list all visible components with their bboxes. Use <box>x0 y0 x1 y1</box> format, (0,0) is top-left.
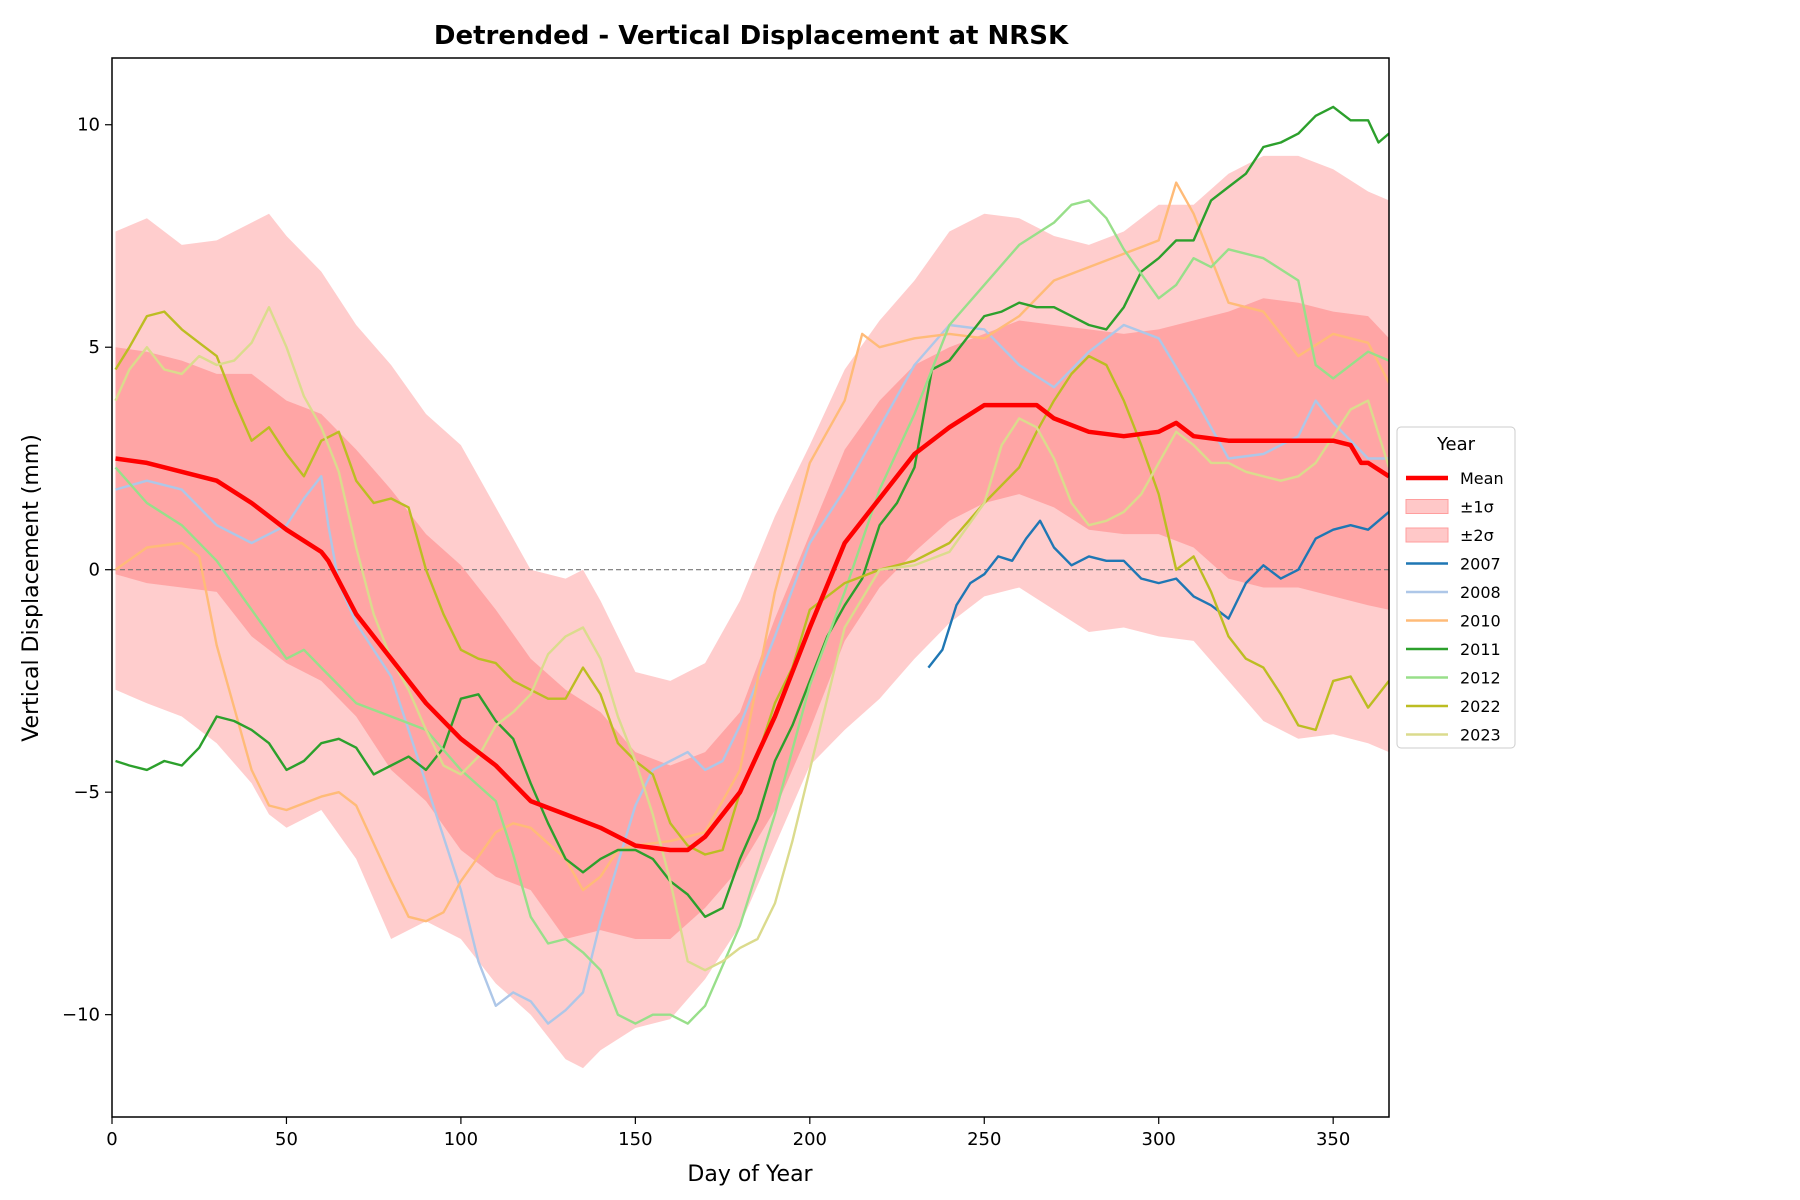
series-line-mean <box>115 402 1389 853</box>
legend-swatch <box>1405 527 1449 543</box>
x-tick-label: 250 <box>967 1129 1001 1150</box>
legend-entry-label: 2007 <box>1460 555 1501 574</box>
y-tick-label: −10 <box>62 1005 100 1026</box>
legend-swatch <box>1405 499 1449 514</box>
legend-entry-label: 2008 <box>1460 583 1501 602</box>
series-line-2007 <box>927 510 1389 669</box>
band-1-sigma <box>115 298 1389 939</box>
series-line-2023 <box>114 306 1389 972</box>
legend-entry-label: 2011 <box>1460 640 1501 659</box>
chart-title: Detrended - Vertical Displacement at NRS… <box>434 21 1069 51</box>
y-tick-label: 0 <box>89 560 100 581</box>
y-tick-label: 10 <box>77 115 100 136</box>
x-tick-label: 50 <box>275 1129 298 1150</box>
legend-entry-label: 2022 <box>1460 697 1501 716</box>
y-axis: −10 −5 0 5 10 <box>62 115 112 1026</box>
plot-frame <box>111 57 1390 1118</box>
x-tick-label: 150 <box>618 1129 652 1150</box>
x-tick-label: 350 <box>1316 1129 1350 1150</box>
legend-entry-label: Mean <box>1460 469 1504 488</box>
x-tick-label: 0 <box>106 1129 117 1150</box>
series-line-2010 <box>114 181 1389 923</box>
x-tick-label: 200 <box>793 1129 827 1150</box>
y-axis-label: Vertical Displacement (mm) <box>19 434 44 742</box>
series-line-2008 <box>115 323 1389 1025</box>
legend-title: Year <box>1436 434 1476 455</box>
legend-entry-label: ±1σ <box>1460 498 1494 517</box>
legend-entry-label: 2012 <box>1460 669 1501 688</box>
series-line-2012 <box>114 199 1389 1025</box>
legend-entry-label: 2023 <box>1460 726 1501 745</box>
series-line-2011 <box>115 105 1389 918</box>
y-tick-label: −5 <box>73 782 100 803</box>
x-tick-label: 100 <box>444 1129 478 1150</box>
x-axis-label: Day of Year <box>687 1162 813 1187</box>
legend-entry-label: ±2σ <box>1460 526 1494 545</box>
y-tick-label: 5 <box>89 337 100 358</box>
legend: Year Mean ±1σ ±2σ 2007 2008 2010 2011 2012 2022 2… <box>1396 426 1516 749</box>
x-axis: 0 50 100 150 200 250 300 350 <box>106 1117 1350 1150</box>
legend-entry-label: 2010 <box>1460 612 1501 631</box>
series-line-2022 <box>114 310 1389 856</box>
x-tick-label: 300 <box>1142 1129 1176 1150</box>
plot-area <box>112 105 1389 1069</box>
